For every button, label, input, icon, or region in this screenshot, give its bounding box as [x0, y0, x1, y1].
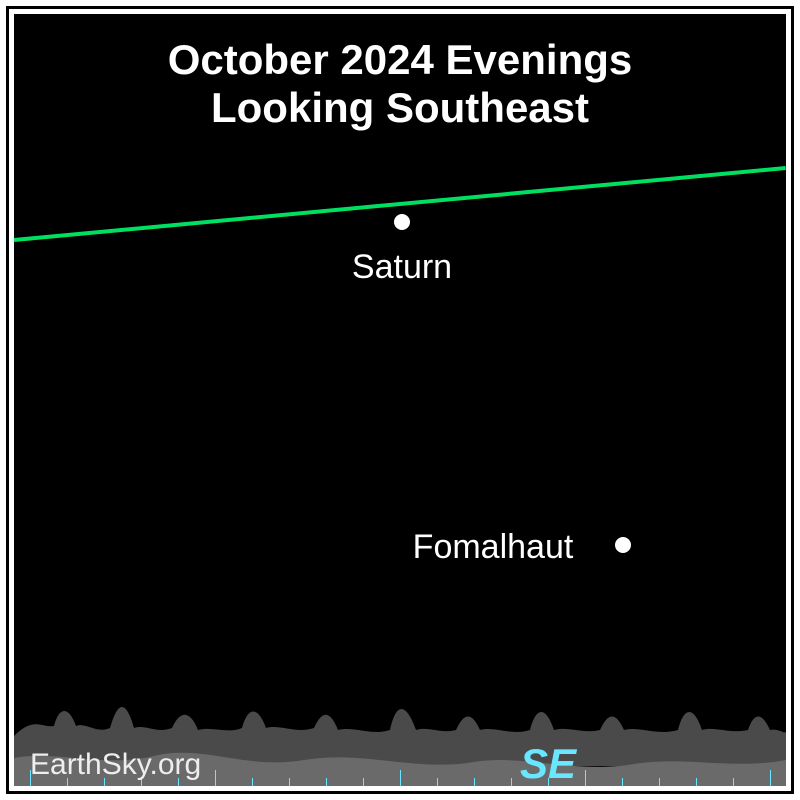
tick-minor [289, 778, 290, 786]
tick-minor [659, 778, 660, 786]
fomalhaut-label: Fomalhaut [343, 528, 643, 567]
tick-minor [326, 778, 327, 786]
title-line-2: Looking Southeast [211, 84, 589, 131]
tick-minor [696, 778, 697, 786]
credit-text: EarthSky.org [30, 748, 201, 782]
chart-title: October 2024 Evenings Looking Southeast [0, 36, 800, 133]
tick-minor [437, 778, 438, 786]
tick-major [585, 770, 586, 786]
tick-minor [622, 778, 623, 786]
tick-minor [474, 778, 475, 786]
tick-major [400, 770, 401, 786]
tick-minor [733, 778, 734, 786]
tick-major [770, 770, 771, 786]
tick-major [215, 770, 216, 786]
title-line-1: October 2024 Evenings [168, 36, 633, 83]
tick-minor [511, 778, 512, 786]
saturn-label: Saturn [252, 248, 552, 287]
tick-minor [252, 778, 253, 786]
compass-direction: SE [520, 740, 576, 788]
tick-minor [363, 778, 364, 786]
saturn-dot [394, 214, 410, 230]
